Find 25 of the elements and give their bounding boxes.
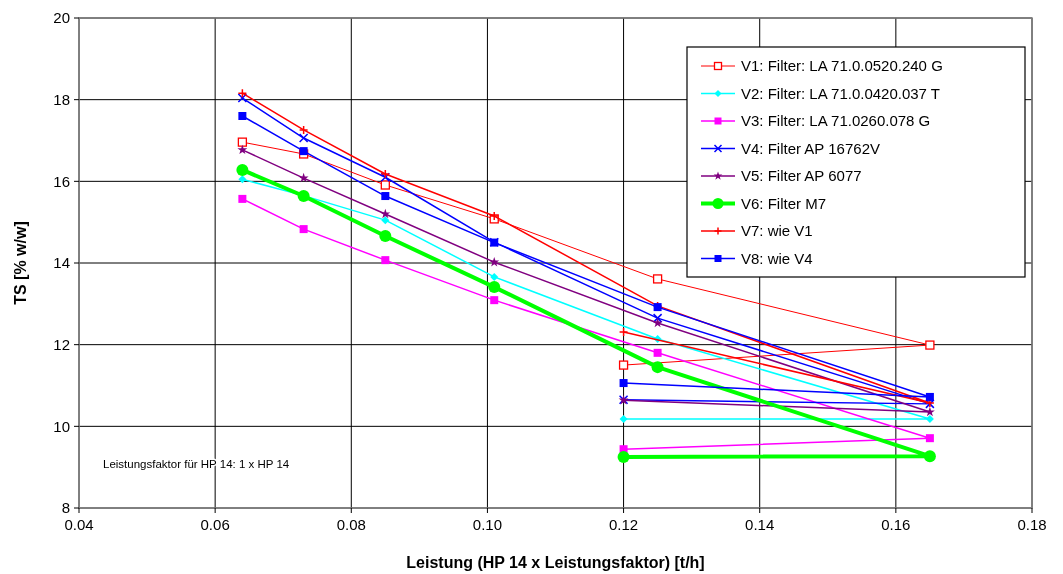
y-axis-title: TS [% w/w]	[12, 221, 29, 305]
x-tick-label: 0.04	[64, 516, 94, 533]
legend-label: V3: Filter: LA 71.0260.078 G	[741, 112, 931, 130]
legend-label: V6: Filter M7	[741, 194, 827, 212]
x-axis-title: Leistung (HP 14 x Leistungsfaktor) [t/h]	[406, 554, 705, 571]
x-tick-label: 0.16	[881, 516, 911, 533]
y-tick-label: 16	[53, 172, 70, 190]
y-tick-label: 10	[53, 417, 70, 435]
y-tick-label: 14	[53, 254, 70, 272]
x-tick-label: 0.06	[200, 516, 230, 533]
legend-label: V5: Filter AP 6077	[741, 167, 862, 185]
x-tick-label: 0.10	[472, 516, 503, 533]
y-tick-label: 20	[53, 9, 70, 27]
x-tick-label: 0.08	[336, 516, 366, 533]
y-tick-label: 12	[53, 335, 70, 353]
legend-label: V4: Filter AP 16762V	[741, 139, 880, 157]
legend-label: V1: Filter: LA 71.0.0520.240 G	[741, 57, 943, 75]
x-tick-label: 0.12	[608, 516, 639, 533]
legend-label: V7: wie V1	[741, 222, 813, 240]
legend-label: V2: Filter: LA 71.0.0420.037 T	[741, 84, 941, 102]
x-tick-label: 0.18	[1017, 516, 1047, 533]
y-tick-label: 18	[53, 90, 70, 108]
x-tick-label: 0.14	[745, 516, 775, 533]
legend-label: V8: wie V4	[741, 249, 813, 267]
y-tick-label: 8	[61, 499, 70, 517]
